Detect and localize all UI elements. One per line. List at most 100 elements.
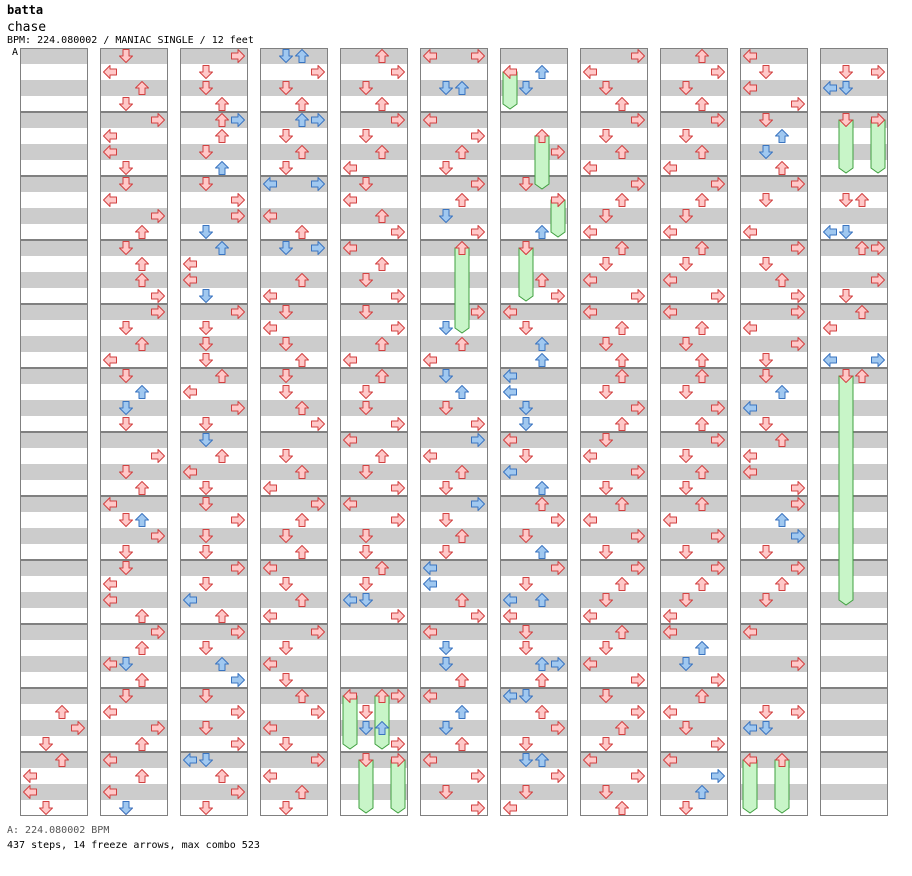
arrow-down-icon xyxy=(279,49,293,63)
measure-box xyxy=(260,688,328,752)
measure-box xyxy=(340,368,408,432)
beat-stripe xyxy=(740,592,808,608)
measure-box xyxy=(660,304,728,368)
measure-box xyxy=(260,304,328,368)
freeze-arrow-up xyxy=(774,759,790,814)
measure-box xyxy=(820,688,888,752)
arrow-right-icon xyxy=(311,625,325,639)
arrow-left-icon xyxy=(343,593,357,607)
arrow-left-icon xyxy=(103,705,117,719)
arrow-up-icon xyxy=(615,97,629,111)
freeze-arrow-right xyxy=(870,119,886,174)
beat-stripe xyxy=(580,80,648,96)
beat-stripe xyxy=(820,464,888,480)
measure-box xyxy=(740,432,808,496)
arrow-up-icon xyxy=(695,689,709,703)
measure-box xyxy=(20,560,88,624)
measure-box xyxy=(740,368,808,432)
beat-stripe xyxy=(100,144,168,160)
arrow-left-icon xyxy=(263,209,277,223)
measure-box xyxy=(420,48,488,112)
measure-box xyxy=(340,624,408,688)
chart-column xyxy=(100,48,168,816)
arrow-down-icon xyxy=(359,177,373,191)
arrow-down-icon xyxy=(439,481,453,495)
arrow-left-icon xyxy=(583,609,597,623)
measure-box xyxy=(260,176,328,240)
arrow-up-icon xyxy=(295,353,309,367)
beat-stripe xyxy=(660,112,728,128)
measure-box xyxy=(500,240,568,304)
arrow-down-icon xyxy=(679,385,693,399)
beat-stripe xyxy=(420,784,488,800)
beat-stripe xyxy=(20,592,88,608)
arrow-right-icon xyxy=(631,401,645,415)
beat-stripe xyxy=(820,496,888,512)
arrow-up-icon xyxy=(695,369,709,383)
freeze-arrow-up xyxy=(454,247,470,334)
beat-stripe xyxy=(820,304,888,320)
arrow-down-icon xyxy=(279,161,293,175)
measure-box xyxy=(580,752,648,816)
beat-stripe xyxy=(660,368,728,384)
beat-stripe xyxy=(340,496,408,512)
beat-stripe xyxy=(260,624,328,640)
stats-summary: 437 steps, 14 freeze arrows, max combo 5… xyxy=(7,840,260,851)
beat-stripe xyxy=(420,496,488,512)
measure-box xyxy=(100,240,168,304)
beat-stripe xyxy=(20,144,88,160)
beat-stripe xyxy=(740,464,808,480)
measure-box xyxy=(500,624,568,688)
measure-box xyxy=(100,304,168,368)
arrow-down-icon xyxy=(439,161,453,175)
arrow-down-icon xyxy=(119,657,133,671)
measure-box xyxy=(260,368,328,432)
arrow-up-icon xyxy=(295,113,309,127)
chart-column xyxy=(740,48,808,816)
arrow-down-icon xyxy=(679,593,693,607)
arrow-up-icon xyxy=(455,337,469,351)
arrow-down-icon xyxy=(279,385,293,399)
arrow-up-icon xyxy=(135,641,149,655)
arrow-left-icon xyxy=(423,689,437,703)
arrow-down-icon xyxy=(359,705,373,719)
beat-stripe xyxy=(740,272,808,288)
arrow-down-icon xyxy=(759,545,773,559)
beat-stripe xyxy=(580,624,648,640)
beat-stripe xyxy=(660,304,728,320)
arrow-down-icon xyxy=(519,241,533,255)
beat-stripe xyxy=(260,176,328,192)
arrow-up-icon xyxy=(615,625,629,639)
measure-box xyxy=(660,752,728,816)
arrow-down-icon xyxy=(439,657,453,671)
beat-stripe xyxy=(500,560,568,576)
measure-box xyxy=(100,496,168,560)
arrow-left-icon xyxy=(183,385,197,399)
beat-stripe xyxy=(180,592,248,608)
arrow-down-icon xyxy=(199,721,213,735)
arrow-left-icon xyxy=(503,609,517,623)
measure-box xyxy=(740,304,808,368)
freeze-head-left-icon xyxy=(503,65,517,79)
freeze-head-up-icon xyxy=(535,129,549,143)
beat-stripe xyxy=(260,144,328,160)
arrow-down-icon xyxy=(199,225,213,239)
beat-stripe xyxy=(180,784,248,800)
arrow-right-icon xyxy=(391,689,405,703)
arrow-up-icon xyxy=(215,449,229,463)
measure-box xyxy=(180,240,248,304)
beat-stripe xyxy=(500,272,568,288)
measure-box xyxy=(20,368,88,432)
arrow-left-icon xyxy=(583,513,597,527)
arrow-up-icon xyxy=(295,401,309,415)
beat-stripe xyxy=(660,464,728,480)
beat-stripe xyxy=(420,432,488,448)
beat-stripe xyxy=(580,592,648,608)
arrow-up-icon xyxy=(135,81,149,95)
arrow-right-icon xyxy=(151,449,165,463)
arrow-left-icon xyxy=(263,609,277,623)
beat-stripe xyxy=(340,432,408,448)
arrow-up-icon xyxy=(535,657,549,671)
beat-stripe xyxy=(340,464,408,480)
measure-box xyxy=(180,752,248,816)
